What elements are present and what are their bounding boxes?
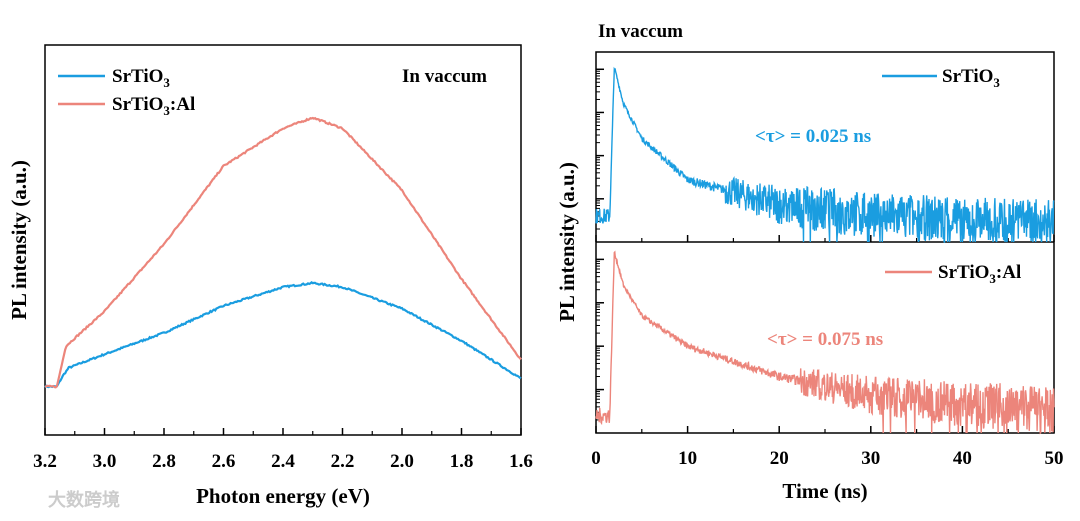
right-x-axis-label: Time (ns): [782, 479, 867, 503]
right-x-tick-label: 10: [678, 448, 697, 469]
left-legend: SrTiO3 SrTiO3:Al: [58, 66, 195, 118]
right-x-tick-label: 0: [591, 448, 601, 469]
left-x-tick-label: 2.2: [331, 451, 355, 472]
left-x-tick-label: 1.6: [509, 451, 533, 472]
pl-spectrum-chart: 3.2 3.0 2.8 2.6 2.4 2.2 2.0 1.8 1.6 Photon energ…: [7, 44, 533, 508]
lifetime-annotation-srtio3: <τ> = 0.025 ns: [755, 126, 871, 147]
right-y-axis-label: PL intensity (a.u.): [555, 162, 579, 322]
left-x-tick-label: 3.2: [33, 451, 57, 472]
decay-curve-srtio3-al: [595, 250, 1055, 435]
left-x-tick-label: 2.6: [212, 451, 236, 472]
left-y-axis-label: PL intensity (a.u.): [7, 160, 31, 320]
right-x-tick-label: 30: [861, 448, 880, 469]
watermark: 大数跨境: [48, 489, 120, 510]
right-x-tick-label: 20: [770, 448, 789, 469]
legend-label: SrTiO3:Al: [938, 262, 1021, 286]
right-title: In vaccum: [598, 21, 683, 42]
right-x-tick-label: 50: [1045, 448, 1064, 469]
decay-curve-srtio3: [595, 66, 1055, 244]
legend-label: SrTiO3: [942, 66, 1000, 90]
left-x-axis-label: Photon energy (eV): [196, 484, 370, 508]
left-x-tick-label: 2.4: [271, 451, 295, 472]
legend-label: SrTiO3:Al: [112, 94, 195, 118]
lifetime-annotation-srtio3-al: <τ> = 0.075 ns: [767, 329, 883, 350]
series-line-srtio3: [44, 281, 522, 389]
left-title: In vaccum: [402, 66, 487, 87]
right-x-tick-label: 40: [953, 448, 972, 469]
left-x-tick-label: 2.0: [390, 451, 414, 472]
left-x-tick-label: 3.0: [93, 451, 117, 472]
left-x-tick-label: 1.8: [450, 451, 474, 472]
left-x-tick-label: 2.8: [152, 451, 176, 472]
legend-label: SrTiO3: [112, 66, 170, 90]
trpl-decay-chart: In vaccum 0 10 20 30 40 50 Time (ns) PL inten…: [555, 21, 1064, 503]
series-line-srtio3-al: [44, 116, 522, 389]
